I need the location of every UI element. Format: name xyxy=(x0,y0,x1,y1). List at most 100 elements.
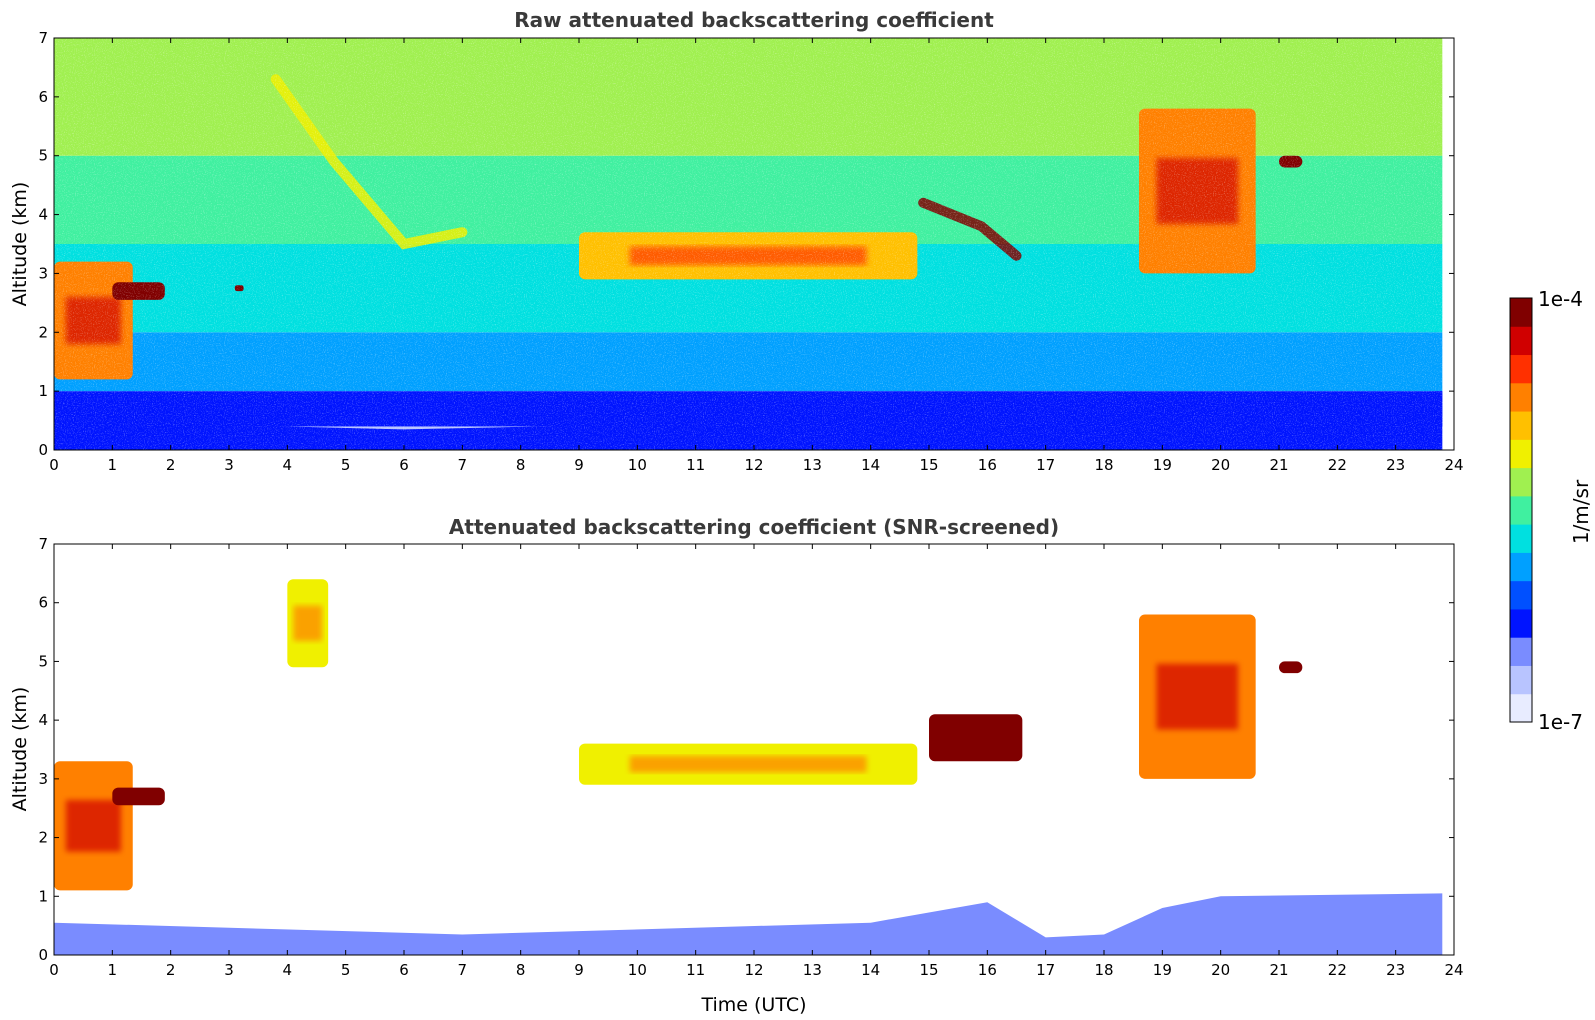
colorbar-segment xyxy=(1510,608,1532,638)
feature-core xyxy=(1156,663,1239,730)
x-tick-label: 22 xyxy=(1328,456,1347,474)
x-tick-label: 22 xyxy=(1328,961,1347,979)
snr-panel-x-label: Time (UTC) xyxy=(700,994,806,1016)
x-tick-label: 7 xyxy=(458,456,468,474)
x-tick-label: 13 xyxy=(803,456,822,474)
x-tick-label: 18 xyxy=(1094,961,1113,979)
x-tick-label: 10 xyxy=(628,456,647,474)
y-tick-label: 7 xyxy=(38,535,48,553)
snr-panel-ticks: 0 1 2 3 4 5 6 7 8 9 10 11 12 13 14 15 16 17 18 19 20 21 22 23 24… xyxy=(38,535,1463,979)
x-tick-label: 14 xyxy=(861,961,880,979)
feature-core xyxy=(629,755,867,773)
x-tick-label: 23 xyxy=(1386,456,1405,474)
x-tick-label: 4 xyxy=(283,961,293,979)
colorbar-segment xyxy=(1510,298,1532,327)
x-tick-label: 1 xyxy=(108,961,118,979)
x-tick-label: 17 xyxy=(1036,961,1055,979)
colorbar-segment xyxy=(1510,326,1532,356)
colorbar-unit-label: 1/m/sr xyxy=(1569,479,1593,544)
x-tick-label: 17 xyxy=(1036,456,1055,474)
x-tick-label: 6 xyxy=(399,961,409,979)
colorbar-max-label: 1e-4 xyxy=(1538,287,1583,311)
y-tick-label: 4 xyxy=(38,711,48,729)
x-tick-label: 15 xyxy=(919,961,938,979)
x-tick-label: 18 xyxy=(1094,456,1113,474)
x-tick-label: 0 xyxy=(49,961,59,979)
feature-core xyxy=(65,799,121,852)
x-tick-label: 4 xyxy=(283,456,293,474)
y-tick-label: 1 xyxy=(38,382,48,400)
snr-panel-features xyxy=(54,579,1443,955)
feature-boundary-layer xyxy=(54,893,1443,955)
x-tick-label: 2 xyxy=(166,456,176,474)
y-tick-label: 2 xyxy=(38,829,48,847)
y-tick-label: 6 xyxy=(38,88,48,106)
y-tick-label: 5 xyxy=(38,147,48,165)
y-tick-label: 3 xyxy=(38,264,48,282)
raw-backscatter-panel: Raw attenuated backscattering coefficien… xyxy=(9,8,1464,474)
x-tick-label: 16 xyxy=(978,961,997,979)
x-tick-label: 3 xyxy=(224,961,234,979)
x-tick-label: 23 xyxy=(1386,961,1405,979)
x-tick-label: 15 xyxy=(919,456,938,474)
colorbar-segment xyxy=(1510,495,1532,525)
raw-panel-ticks: 0 1 2 3 4 5 6 7 8 9 10 11 12 13 14 15 16 17 18 19 20 21 22 23 24… xyxy=(38,29,1463,474)
y-tick-label: 0 xyxy=(38,946,48,964)
snr-screened-panel: Attenuated backscattering coefficient (S… xyxy=(9,515,1464,1016)
y-tick-label: 4 xyxy=(38,206,48,224)
colorbar-gradient xyxy=(1510,298,1532,723)
x-tick-label: 8 xyxy=(516,456,526,474)
colorbar-segment xyxy=(1510,439,1532,469)
colorbar-segment xyxy=(1510,467,1532,497)
x-tick-label: 20 xyxy=(1211,961,1230,979)
x-tick-label: 19 xyxy=(1153,961,1172,979)
x-tick-label: 21 xyxy=(1269,961,1288,979)
x-tick-label: 9 xyxy=(574,456,584,474)
y-tick-label: 1 xyxy=(38,887,48,905)
snr-panel-title: Attenuated backscattering coefficient (S… xyxy=(449,515,1059,539)
x-tick-label: 11 xyxy=(686,961,705,979)
x-tick-label: 5 xyxy=(341,456,351,474)
y-tick-label: 7 xyxy=(38,29,48,47)
colorbar-segment xyxy=(1510,580,1532,610)
x-tick-label: 12 xyxy=(744,456,763,474)
x-tick-label: 3 xyxy=(224,456,234,474)
x-tick-label: 16 xyxy=(978,456,997,474)
snr-panel-y-label: Altitude (km) xyxy=(9,687,31,812)
x-tick-label: 24 xyxy=(1444,456,1463,474)
colorbar-segment xyxy=(1510,382,1532,412)
x-tick-label: 13 xyxy=(803,961,822,979)
y-tick-label: 5 xyxy=(38,652,48,670)
x-tick-label: 19 xyxy=(1153,456,1172,474)
y-tick-label: 0 xyxy=(38,441,48,459)
x-tick-label: 11 xyxy=(686,456,705,474)
x-tick-label: 9 xyxy=(574,961,584,979)
colorbar-segment xyxy=(1510,552,1532,582)
colorbar: 1e-4 1e-7 1/m/sr xyxy=(1509,287,1593,734)
colorbar-segment xyxy=(1510,637,1532,666)
colorbar-segment xyxy=(1510,665,1532,695)
colorbar-segment xyxy=(1510,411,1532,440)
feature-sloping-cloud xyxy=(929,714,1023,762)
x-tick-label: 6 xyxy=(399,456,409,474)
y-tick-label: 2 xyxy=(38,323,48,341)
x-tick-label: 7 xyxy=(458,961,468,979)
y-tick-label: 6 xyxy=(38,594,48,612)
x-tick-label: 14 xyxy=(861,456,880,474)
colorbar-segment xyxy=(1510,354,1532,384)
colorbar-segment xyxy=(1510,693,1532,723)
raw-panel-y-label: Altitude (km) xyxy=(9,182,31,307)
x-tick-label: 8 xyxy=(516,961,526,979)
raw-panel-noise-texture xyxy=(54,38,1454,450)
feature-core xyxy=(293,605,323,641)
x-tick-label: 5 xyxy=(341,961,351,979)
colorbar-min-label: 1e-7 xyxy=(1538,710,1583,734)
x-tick-label: 2 xyxy=(166,961,176,979)
x-tick-label: 24 xyxy=(1444,961,1463,979)
x-tick-label: 1 xyxy=(108,456,118,474)
raw-panel-title: Raw attenuated backscattering coefficien… xyxy=(514,8,994,32)
y-tick-label: 3 xyxy=(38,770,48,788)
x-tick-label: 0 xyxy=(49,456,59,474)
x-tick-label: 20 xyxy=(1211,456,1230,474)
